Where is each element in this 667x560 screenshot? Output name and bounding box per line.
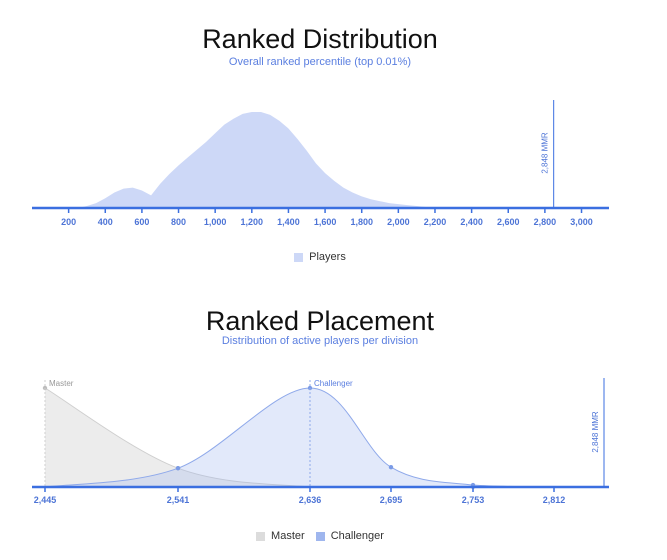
ranked-distribution-chart: 200 400 600 800 1,000 1,200 1,400 1,600 1,800 2,0… bbox=[32, 100, 609, 227]
legend-item-players[interactable]: Players bbox=[294, 251, 346, 263]
legend-swatch-master bbox=[256, 531, 266, 541]
x-tick-label: 3,000 bbox=[570, 217, 593, 227]
series-players-area bbox=[77, 111, 454, 208]
chart1-legend: Players bbox=[0, 251, 640, 265]
series-challenger-peak-label: Challenger bbox=[314, 379, 353, 388]
x-tick-label: 600 bbox=[134, 217, 149, 227]
legend-label-players: Players bbox=[309, 251, 346, 263]
x-tick-label: 2,800 bbox=[534, 217, 557, 227]
x-tick-label: 400 bbox=[98, 217, 113, 227]
chart2-title: Ranked Placement bbox=[205, 306, 435, 336]
x-tick-label: 2,695 bbox=[380, 495, 403, 505]
x-tick-label: 1,600 bbox=[314, 217, 337, 227]
x-tick-label: 1,800 bbox=[350, 217, 373, 227]
x-tick-label: 2,636 bbox=[299, 495, 322, 505]
series-challenger-point bbox=[175, 465, 181, 471]
x-tick-label: 2,200 bbox=[424, 217, 447, 227]
legend-item-master[interactable]: Master bbox=[256, 530, 305, 542]
series-challenger-point bbox=[388, 465, 394, 470]
x-tick-label: 2,812 bbox=[543, 495, 566, 505]
mmr-marker-label: 2,848 MMR bbox=[541, 132, 550, 174]
chart2-legend: Master Challenger bbox=[0, 530, 640, 544]
x-tick-label: 1,400 bbox=[277, 217, 300, 227]
chart1-title: Ranked Distribution bbox=[202, 24, 438, 54]
x-tick-label: 2,541 bbox=[167, 495, 190, 505]
series-master-peak-label: Master bbox=[49, 379, 74, 388]
x-tick-label: 2,445 bbox=[34, 495, 57, 505]
legend-swatch-challenger bbox=[315, 531, 325, 541]
series-challenger-area bbox=[45, 387, 593, 487]
x-tick-label: 800 bbox=[171, 217, 186, 227]
legend-label-challenger: Challenger bbox=[330, 530, 384, 542]
mmr-marker-label: 2,848 MMR bbox=[591, 411, 600, 453]
legend-swatch-players bbox=[294, 252, 304, 262]
x-tick-label: 200 bbox=[61, 217, 76, 227]
chart1-subtitle: Overall ranked percentile (top 0.01%) bbox=[228, 56, 412, 68]
x-tick-label: 1,000 bbox=[204, 217, 227, 227]
x-tick-label: 2,600 bbox=[497, 217, 520, 227]
x-tick-label: 2,753 bbox=[462, 495, 485, 505]
ranked-placement-chart: Master Challenger 2,445 2,541 2,636 2,695 2,75… bbox=[32, 378, 609, 505]
series-master-area bbox=[45, 388, 593, 487]
legend-item-challenger[interactable]: Challenger bbox=[315, 530, 384, 542]
x-tick-label: 2,400 bbox=[460, 217, 483, 227]
x-tick-label: 2,000 bbox=[387, 217, 410, 227]
legend-label-master: Master bbox=[271, 530, 305, 542]
chart2-subtitle: Distribution of active players per divis… bbox=[221, 335, 419, 347]
x-tick-label: 1,200 bbox=[241, 217, 264, 227]
